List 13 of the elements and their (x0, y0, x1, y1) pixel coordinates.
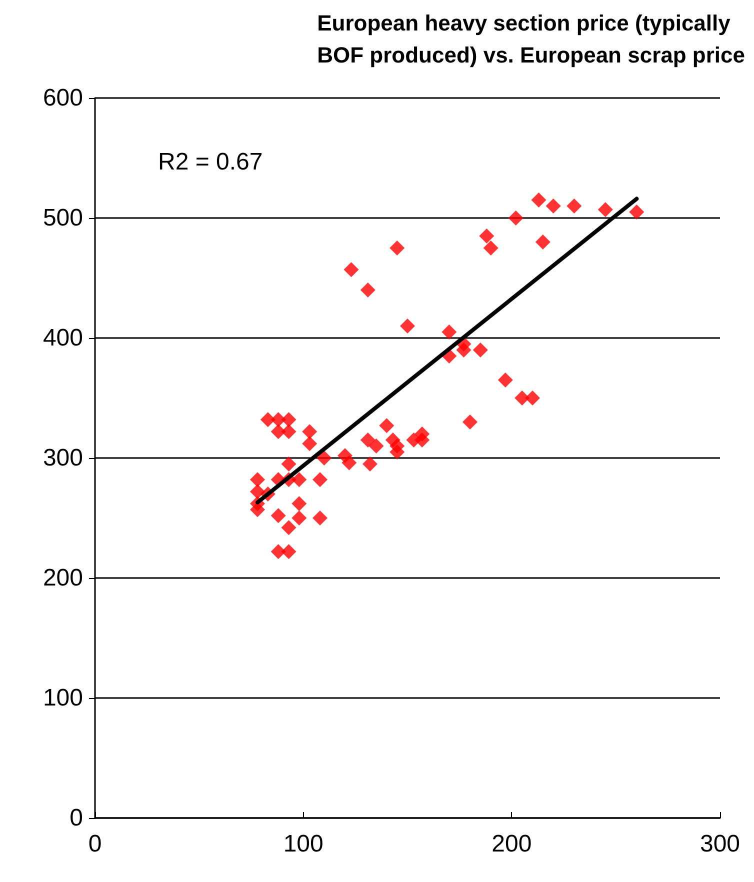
x-tick-label: 200 (492, 830, 532, 858)
y-tick-label: 500 (42, 204, 83, 232)
chart-title: European heavy section price (typically BOF produced) vs. European scrap price (317, 10, 746, 68)
y-tick-label: 300 (42, 444, 83, 472)
x-tick-label: 100 (283, 830, 324, 858)
y-tick-label: 100 (42, 684, 83, 712)
y-tick-label: 400 (42, 324, 83, 352)
y-tick-label: 200 (42, 564, 83, 592)
x-tick-label: 300 (700, 830, 740, 858)
annotation: R2 = 0.67 (158, 148, 263, 176)
y-tick-label: 0 (70, 804, 83, 832)
x-tick-label: 0 (88, 830, 102, 858)
y-tick-label: 600 (42, 84, 83, 112)
